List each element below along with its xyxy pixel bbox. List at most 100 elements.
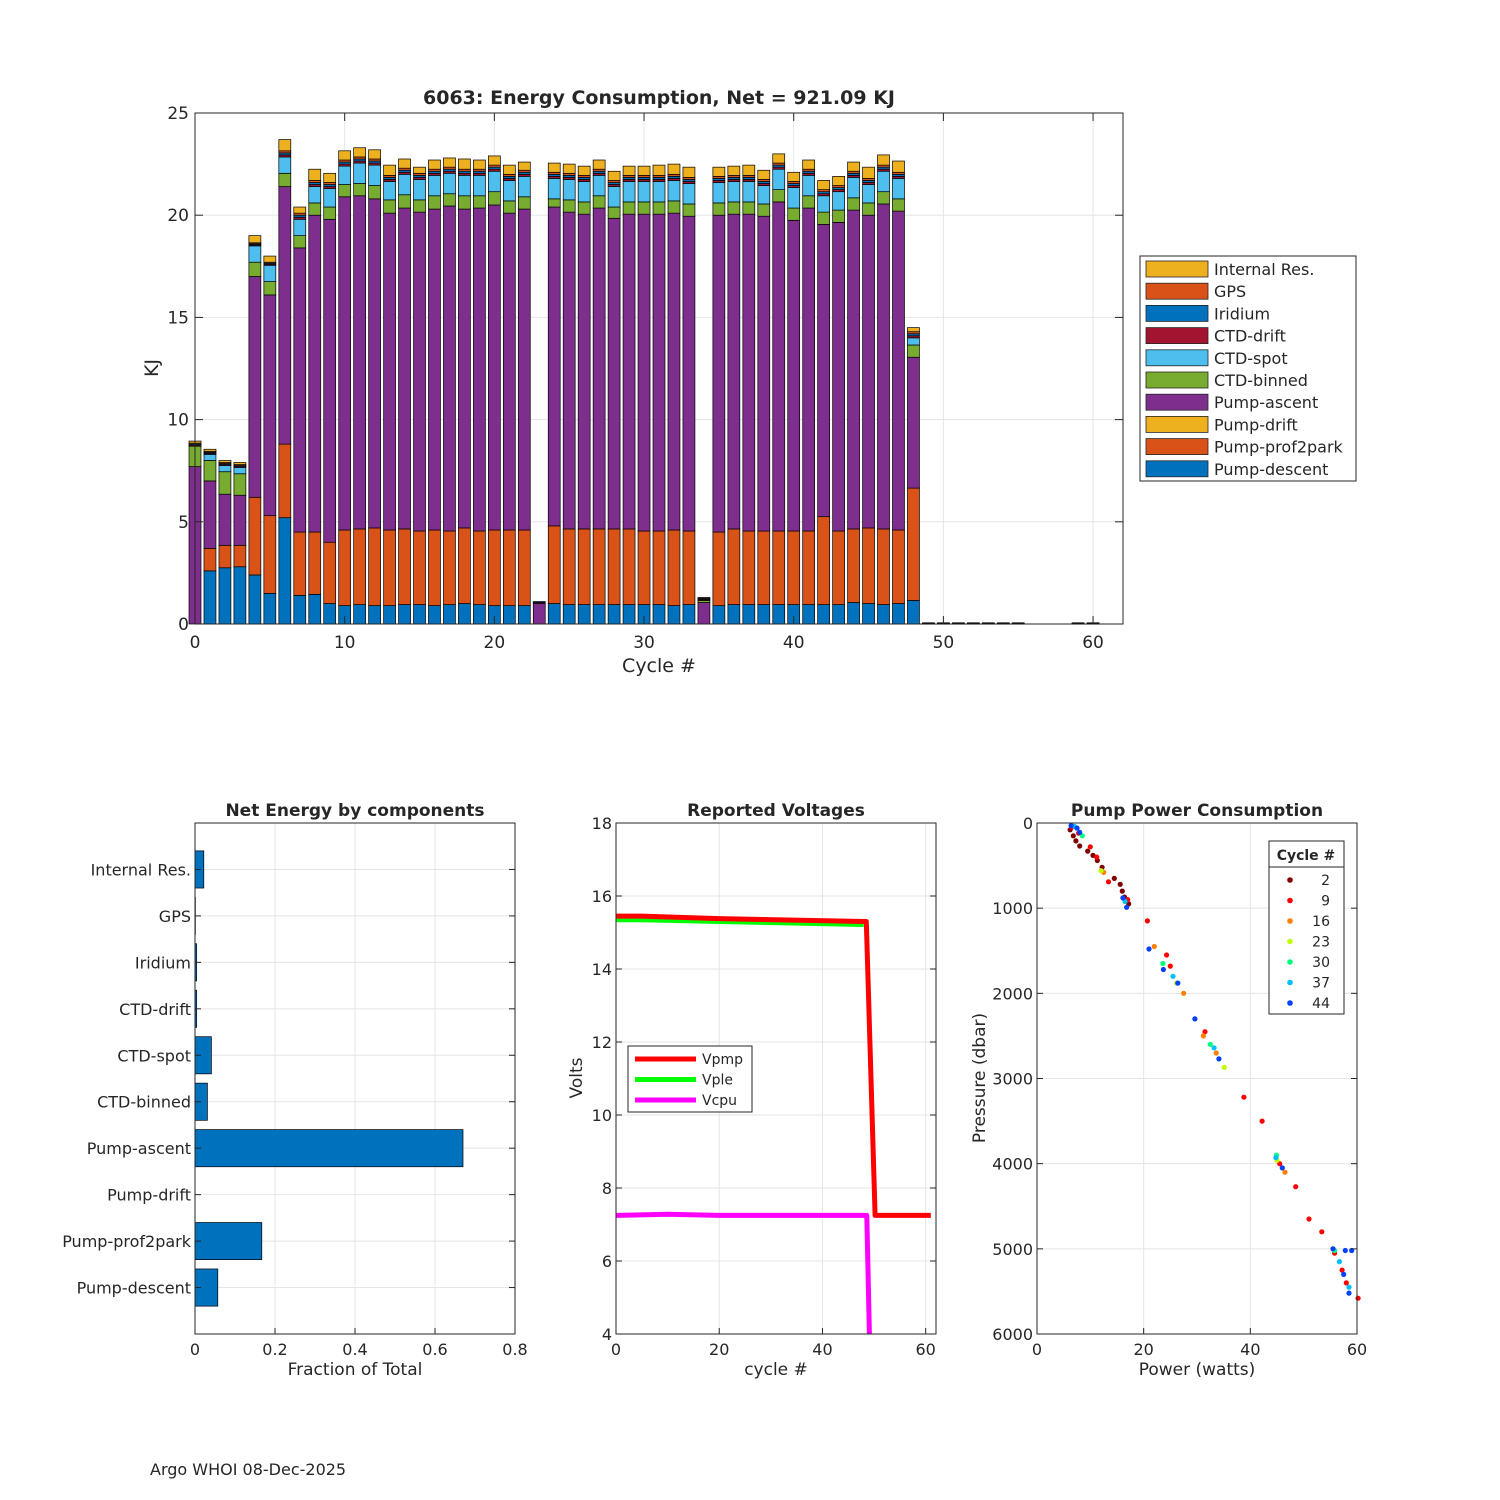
bar-cycle-14-pump-prof2park [398, 528, 411, 605]
bar-cycle-24-ctd-binned [547, 198, 561, 208]
bar-cycle-6-pump-descent [278, 517, 292, 625]
bar-cycle-9-pump-descent [323, 603, 337, 625]
bar-cycle-17-pump-descent [443, 604, 456, 625]
bar-cycle-47-ctd-binned [892, 198, 905, 212]
components-chart-bars [194, 850, 464, 1307]
bar-cycle-4-pump-ascent [248, 276, 262, 498]
bar-cycle-8-ctd-spot [308, 186, 322, 204]
bar-cycle-22-ctd-binned [517, 196, 531, 210]
bar-cycle-16-ctd-spot [428, 174, 441, 197]
pump-power-chart-ylabel: Pressure (dbar) [970, 1013, 990, 1143]
pump-point-cycle-44 [1068, 823, 1074, 829]
energy-x-tick-label: 30 [633, 633, 655, 653]
pump-legend-title: Cycle # [1277, 848, 1336, 864]
voltages-y-tick-label: 12 [592, 1033, 612, 1052]
pump-x-tick-label: 60 [1347, 1340, 1367, 1359]
pump-legend-label-16: 16 [1312, 914, 1330, 930]
bar-cycle-14-pump-ascent [398, 207, 411, 530]
bar-cycle-32-ctd-spot [667, 180, 681, 202]
pump-point-cycle-9 [1167, 963, 1173, 969]
bar-cycle-46-ctd-spot [877, 170, 890, 193]
bar-cycle-48-pump-ascent [907, 356, 920, 489]
energy-y-tick-label: 20 [167, 206, 189, 226]
bar-cycle-23-iridium [532, 601, 546, 603]
bar-cycle-14-pump-descent [398, 604, 411, 625]
voltage-line-vple [616, 917, 864, 927]
pump-legend-label-30: 30 [1312, 955, 1330, 971]
bar-cycle-1-pump-ascent [203, 480, 217, 549]
bar-cycle-47-pump-descent [892, 603, 905, 625]
bar-cycle-28-ctd-binned [607, 206, 621, 219]
bar-cycle-33-ctd-spot [682, 183, 696, 205]
bar-cycle-59-internal-res [1071, 622, 1085, 624]
bar-cycle-38-pump-descent [757, 604, 771, 625]
pump-point-cycle-16 [1282, 1169, 1288, 1175]
pump-y-tick-label: 4000 [992, 1155, 1033, 1174]
bar-cycle-19-internal-res [473, 159, 486, 170]
energy-legend-label-ctd-binned: CTD-binned [1214, 371, 1308, 390]
bar-cycle-3-internal-res [233, 462, 247, 465]
bar-cycle-31-pump-ascent [652, 213, 666, 532]
energy-legend-label-iridium: Iridium [1214, 304, 1270, 323]
bar-cycle-45-ctd-binned [862, 202, 875, 216]
bar-cycle-48-pump-descent [907, 600, 920, 625]
bar-cycle-25-pump-ascent [562, 211, 576, 530]
bar-cycle-36-ctd-binned [727, 201, 741, 215]
pump-point-cycle-16 [1151, 943, 1157, 950]
pump-point-cycle-23 [1098, 868, 1104, 874]
bar-cycle-25-ctd-binned [562, 199, 576, 213]
bar-cycle-7-pump-descent [293, 595, 307, 625]
bar-cycle-19-pump-prof2park [473, 530, 486, 605]
energy-x-tick-label: 20 [484, 633, 506, 653]
pump-point-cycle-9 [1087, 844, 1093, 850]
energy-legend-swatch-pump-drift [1145, 415, 1209, 433]
bar-cycle-41-ctd-binned [802, 195, 816, 209]
bar-cycle-48-ctd-binned [907, 344, 920, 358]
components-y-tick-label-ctd-binned: CTD-binned [97, 1093, 191, 1112]
bar-cycle-21-pump-descent [502, 605, 516, 625]
bar-cycle-45-pump-ascent [862, 214, 875, 529]
pump-legend-label-9: 9 [1321, 894, 1330, 910]
bar-cycle-40-ctd-binned [787, 207, 801, 221]
components-y-tick-label-pump-ascent: Pump-ascent [87, 1139, 191, 1158]
bar-cycle-28-ctd-spot [607, 186, 621, 208]
bar-cycle-27-pump-prof2park [592, 528, 606, 605]
bar-cycle-55-internal-res [1011, 622, 1025, 624]
bar-cycle-32-internal-res [667, 163, 681, 175]
bar-cycle-41-ctd-spot [802, 174, 816, 197]
bar-cycle-36-pump-ascent [727, 213, 741, 530]
bar-cycle-24-ctd-spot [547, 178, 561, 200]
components-bar-pump-prof2park [194, 1222, 263, 1261]
footer-credit: Argo WHOI 08-Dec-2025 [150, 1460, 347, 1479]
bar-cycle-29-pump-ascent [622, 213, 636, 530]
bar-cycle-28-pump-descent [607, 604, 621, 625]
bar-cycle-48-internal-res [907, 327, 920, 333]
energy-y-tick-label: 10 [167, 411, 189, 431]
bar-cycle-44-pump-descent [847, 602, 860, 625]
bar-cycle-7-pump-ascent [293, 247, 307, 533]
bar-cycle-13-ctd-spot [383, 181, 396, 201]
pump-legend-marker-9 [1287, 897, 1293, 904]
bar-cycle-18-pump-descent [458, 603, 471, 625]
pump-point-cycle-9 [1094, 854, 1100, 860]
bar-cycle-30-internal-res [637, 165, 651, 176]
bar-cycle-18-pump-prof2park [458, 527, 471, 604]
bar-cycle-26-pump-ascent [577, 213, 591, 530]
components-y-tick-label-pump-drift: Pump-drift [107, 1186, 191, 1205]
bar-cycle-38-ctd-binned [757, 203, 771, 217]
bar-cycle-8-pump-prof2park [308, 531, 322, 595]
bar-cycle-35-pump-ascent [712, 214, 726, 533]
energy-legend-swatch-iridium [1145, 304, 1209, 322]
energy-x-tick-label: 50 [933, 633, 955, 653]
bar-cycle-37-pump-descent [742, 604, 756, 625]
bar-cycle-26-pump-descent [577, 604, 591, 625]
bar-cycle-41-pump-ascent [802, 207, 816, 532]
bar-cycle-44-ctd-spot [847, 177, 860, 199]
energy-legend-label-pump-descent: Pump-descent [1214, 460, 1328, 479]
voltages-chart-axes-box [615, 822, 937, 1335]
bar-cycle-44-pump-prof2park [847, 528, 860, 603]
bar-cycle-9-pump-ascent [323, 218, 337, 543]
pump-point-cycle-44 [1279, 1165, 1285, 1171]
bar-cycle-4-internal-res [248, 235, 262, 244]
bar-cycle-26-ctd-binned [577, 201, 591, 215]
